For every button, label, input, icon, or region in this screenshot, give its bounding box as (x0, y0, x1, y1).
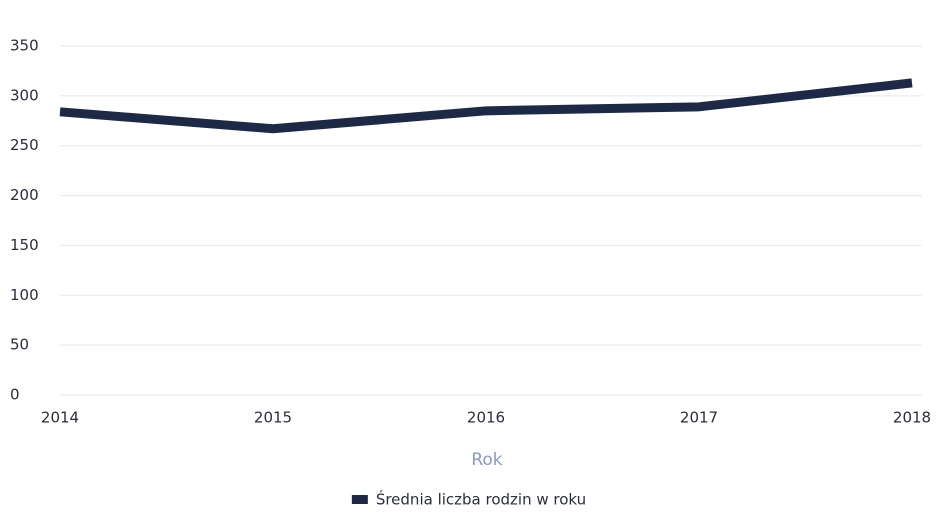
legend-label: Średnia liczba rodzin w roku (376, 490, 586, 509)
y-tick-label: 100 (10, 286, 39, 304)
y-tick-label: 300 (10, 86, 39, 104)
x-tick-label: 2017 (680, 409, 718, 427)
y-tick-label: 250 (10, 136, 39, 154)
line-series (59, 78, 913, 134)
y-tick-label: 50 (10, 336, 29, 354)
y-tick-label: 200 (10, 186, 39, 204)
y-tick-label: 350 (10, 37, 39, 55)
x-tick-label: 2018 (893, 409, 931, 427)
y-tick-label: 150 (10, 236, 39, 254)
x-tick-label: 2014 (41, 409, 79, 427)
x-axis-label: Rok (471, 450, 502, 470)
x-tick-label: 2016 (467, 409, 505, 427)
x-tick-label: 2015 (254, 409, 292, 427)
legend-swatch (351, 495, 368, 504)
y-tick-label: 0 (10, 386, 20, 404)
